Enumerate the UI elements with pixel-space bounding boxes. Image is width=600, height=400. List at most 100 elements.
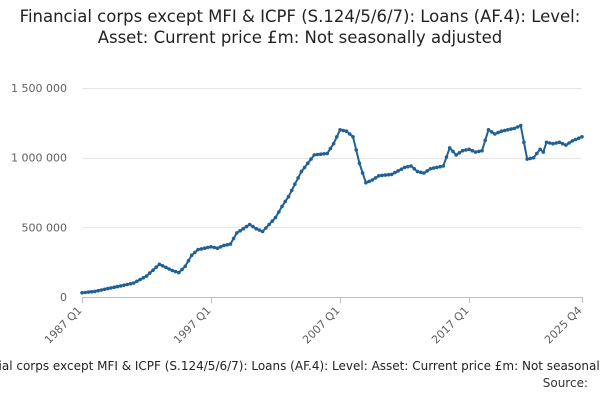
data-point [247,222,252,227]
data-point [193,250,197,255]
data-point [289,188,294,193]
data-point [393,170,397,175]
series-layer [80,123,584,295]
data-point [93,289,97,294]
data-point [367,179,371,184]
data-point [467,147,471,152]
data-point [554,141,558,145]
data-point [160,264,165,268]
data-point [222,243,226,248]
data-point [351,135,355,139]
data-point [447,146,452,150]
data-point [493,132,497,136]
data-point [251,224,255,229]
x-tick-label: 2025 Q4 [542,304,585,347]
data-point [438,164,442,169]
data-point [293,182,297,186]
data-point [415,169,420,174]
data-point [457,151,462,155]
data-point [577,136,581,140]
data-point [260,229,265,234]
data-point [89,290,94,294]
data-point [280,204,284,209]
x-axis-tick-labels: 1987 Q1 1997 Q1 2007 Q1 2017 Q1 2025 Q4 [42,304,585,347]
data-point [360,171,365,175]
source-label: Source: [542,376,588,390]
data-point [141,276,146,280]
data-point [267,222,271,227]
data-point [183,264,187,269]
data-point [128,282,133,286]
data-point [518,123,523,128]
data-point [557,140,562,145]
grid-lines [82,88,582,228]
data-point [186,259,191,263]
data-point [283,199,288,204]
data-point [377,174,381,178]
data-point [135,279,139,284]
data-point [425,169,430,173]
data-point [389,172,394,177]
data-point [215,246,220,250]
data-point [228,242,233,246]
data-point [164,265,168,270]
data-point [270,219,275,223]
data-point [199,247,204,251]
data-point [435,165,439,170]
data-point [444,155,449,159]
data-point [154,265,158,270]
x-tick-label: 1997 Q1 [171,304,214,347]
data-point [567,141,571,145]
data-point [370,178,375,182]
data-point [535,151,539,156]
data-point [506,128,510,132]
data-point [80,291,84,295]
data-point [99,288,104,292]
data-point [277,210,281,214]
data-point [83,290,87,295]
data-point [544,140,549,145]
data-point [206,245,210,250]
data-point [102,287,107,292]
data-point [383,173,388,177]
data-point [373,176,378,180]
data-point [338,128,342,132]
data-point [547,141,552,145]
data-point [196,247,200,252]
data-point [112,285,117,290]
data-point [296,176,300,180]
data-point [173,269,178,274]
data-point [309,157,313,161]
data-point [302,165,307,170]
data-point [96,288,100,293]
y-tick-label: 500 000 [22,221,68,234]
data-point [244,224,249,229]
data-point [570,139,575,143]
data-point [147,271,152,275]
axes [82,297,583,303]
data-point [441,164,446,168]
data-point [86,290,91,294]
x-tick-label: 2007 Q1 [300,304,343,347]
data-point [170,268,175,273]
data-point [341,128,346,133]
data-point [406,164,410,169]
data-point [335,135,339,139]
data-point [538,147,542,152]
data-point [470,148,475,153]
data-point [522,140,526,145]
data-point [454,153,459,157]
data-point [331,141,336,146]
data-point [286,194,291,199]
data-point [344,129,349,133]
data-point [122,283,126,288]
data-point [480,148,484,153]
data-point [238,229,242,233]
data-point [125,282,129,287]
data-point [402,165,407,170]
data-point [551,141,555,146]
data-point [322,152,326,156]
data-point [502,128,507,133]
data-point [512,126,517,131]
